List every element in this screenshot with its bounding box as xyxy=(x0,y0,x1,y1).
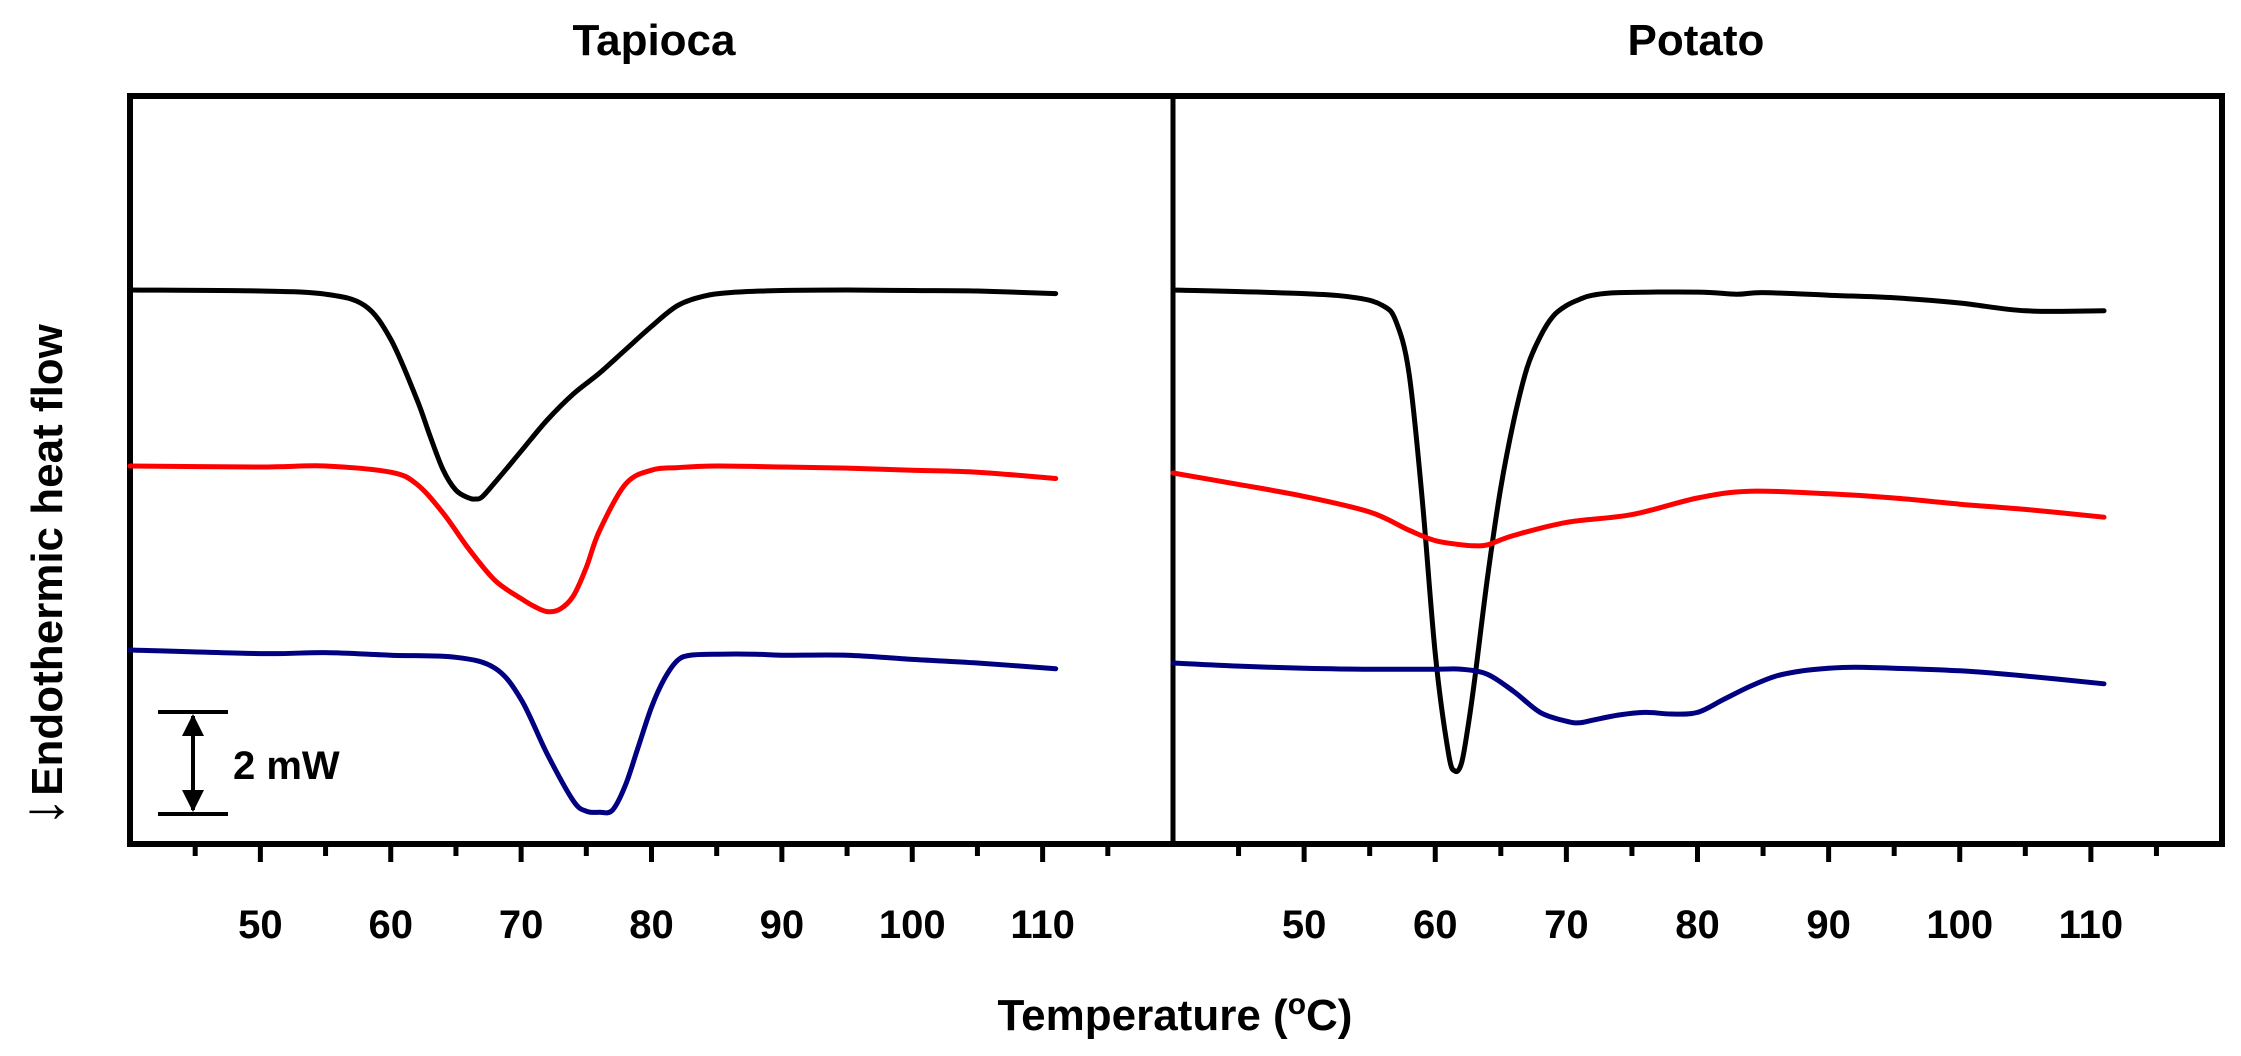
potato-dsc-curve-3 xyxy=(1170,660,2107,726)
potato-x-tick-label: 90 xyxy=(1806,903,1851,947)
potato-x-tick-label: 100 xyxy=(1926,903,1993,947)
scale-bar: 2 mW xyxy=(158,710,340,816)
scale-bar-down-arrow-icon xyxy=(182,790,204,812)
x-axis-label: Temperature (oC) xyxy=(998,988,1353,1040)
tapioca-x-tick-label: 70 xyxy=(499,903,544,947)
scale-bar-label: 2 mW xyxy=(233,744,340,788)
tick-layer: 50 60 70 80 90 100 110 50 60 70 80 90 100 110 xyxy=(192,844,2159,947)
plot-frame xyxy=(127,93,2225,847)
scale-bar-up-arrow-icon xyxy=(182,714,204,736)
potato-x-tick-label: 80 xyxy=(1675,903,1720,947)
curve-layer xyxy=(127,287,2107,816)
tapioca-x-tick-label: 50 xyxy=(238,903,283,947)
x-axis-label-unit: C) xyxy=(1306,991,1352,1040)
tapioca-dsc-curve-2 xyxy=(127,463,1059,615)
tapioca-dsc-curve-1 xyxy=(127,287,1059,502)
potato-x-tick-label: 50 xyxy=(1282,903,1327,947)
tapioca-x-tick-label: 90 xyxy=(760,903,805,947)
panel-title-tapioca: Tapioca xyxy=(572,16,736,65)
x-axis-label-main: Temperature ( xyxy=(998,991,1288,1040)
tapioca-x-tick-label: 110 xyxy=(1010,903,1075,947)
tapioca-dsc-curve-3 xyxy=(127,647,1059,816)
potato-x-tick-label: 60 xyxy=(1413,903,1458,947)
potato-x-tick-label: 110 xyxy=(2059,903,2124,947)
potato-x-tick-label: 70 xyxy=(1544,903,1589,947)
potato-dsc-curve-1 xyxy=(1170,287,2107,775)
y-axis-arrow-icon: ↓ xyxy=(10,798,75,827)
tapioca-x-tick-label: 100 xyxy=(879,903,946,947)
tapioca-x-tick-label: 60 xyxy=(369,903,414,947)
x-axis-label-degree: o xyxy=(1288,988,1306,1021)
potato-dsc-curve-2 xyxy=(1170,470,2107,549)
panel-title-potato: Potato xyxy=(1628,16,1765,65)
tapioca-x-tick-label: 80 xyxy=(629,903,674,947)
y-axis-label: Endothermic heat flow xyxy=(23,323,72,796)
